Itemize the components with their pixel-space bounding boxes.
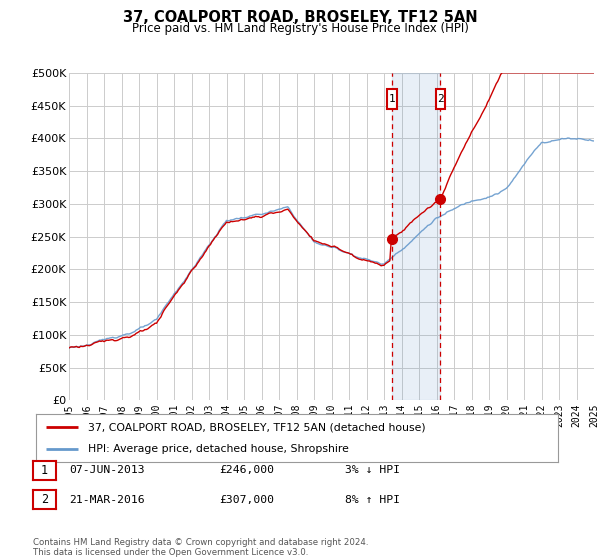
Text: 3% ↓ HPI: 3% ↓ HPI [345,465,400,475]
Text: HPI: Average price, detached house, Shropshire: HPI: Average price, detached house, Shro… [88,444,349,454]
Text: 1: 1 [388,94,395,104]
Text: 07-JUN-2013: 07-JUN-2013 [69,465,145,475]
Text: £307,000: £307,000 [219,494,274,505]
Text: 2: 2 [437,94,444,104]
Bar [392,73,440,400]
Text: £246,000: £246,000 [219,465,274,475]
Text: 37, COALPORT ROAD, BROSELEY, TF12 5AN: 37, COALPORT ROAD, BROSELEY, TF12 5AN [122,10,478,25]
Text: 1: 1 [41,464,48,477]
Text: Contains HM Land Registry data © Crown copyright and database right 2024.
This d: Contains HM Land Registry data © Crown c… [33,538,368,557]
Text: 8% ↑ HPI: 8% ↑ HPI [345,494,400,505]
Text: 21-MAR-2016: 21-MAR-2016 [69,494,145,505]
Text: Price paid vs. HM Land Registry's House Price Index (HPI): Price paid vs. HM Land Registry's House … [131,22,469,35]
FancyBboxPatch shape [436,89,445,109]
Text: 2: 2 [41,493,48,506]
Text: 37, COALPORT ROAD, BROSELEY, TF12 5AN (detached house): 37, COALPORT ROAD, BROSELEY, TF12 5AN (d… [88,422,426,432]
FancyBboxPatch shape [387,89,397,109]
